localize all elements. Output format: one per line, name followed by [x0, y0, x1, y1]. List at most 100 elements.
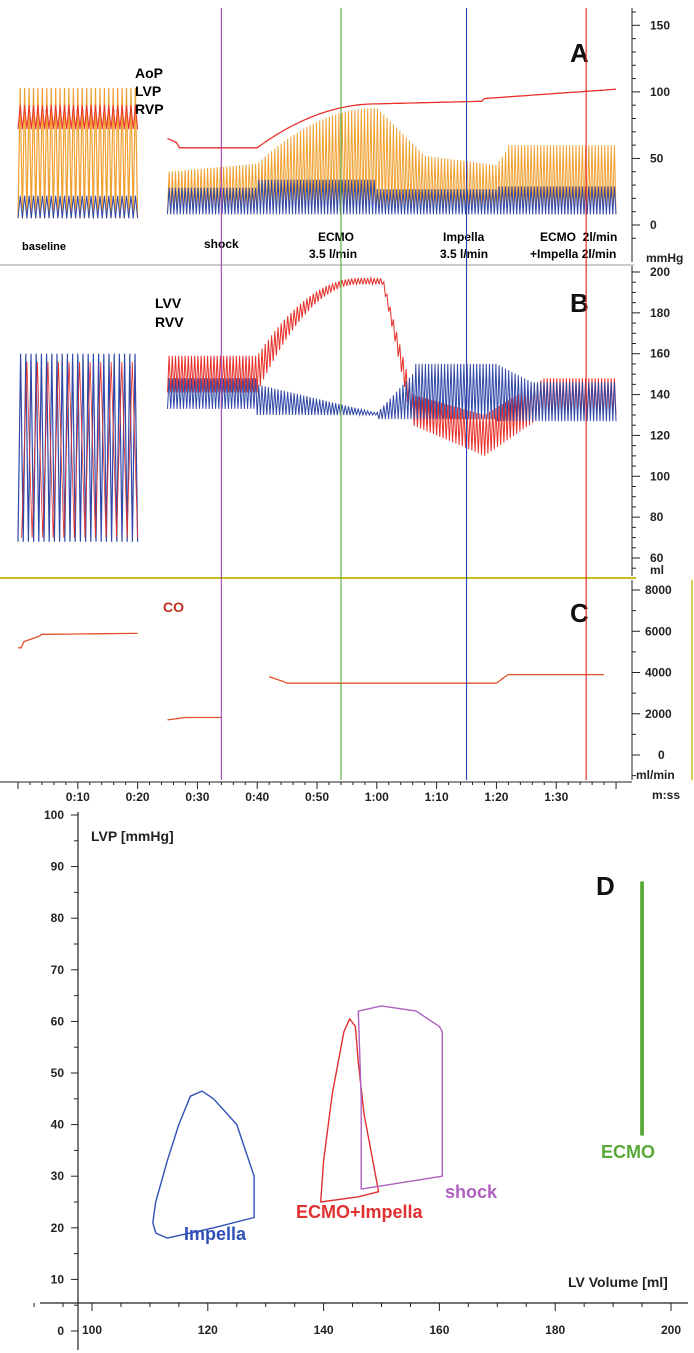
- y-tick-label: 20: [51, 1221, 65, 1235]
- time-axis-unit: m:ss: [652, 788, 680, 802]
- pv-loop-shock: [357, 1005, 443, 1190]
- annotation-combo-flow: +Impella 2l/min: [530, 247, 616, 261]
- annotation-impella: Impella: [443, 230, 485, 244]
- x-tick-label: 1:00: [365, 790, 389, 804]
- panel-d-axes: 0 10 20 30 40 50 60 70 80 90 100 100 120 140 160 180 200: [33, 808, 688, 1350]
- y-tick-label: 180: [650, 306, 670, 320]
- legend-lvp: LVP: [135, 83, 161, 99]
- panel-d-pv-loops: [152, 881, 644, 1239]
- aop-trace-baseline: [17, 105, 139, 130]
- y-tick-label: 80: [51, 911, 65, 925]
- legend-rvp: RVP: [135, 101, 164, 117]
- panel-d-ylabel: LVP [mmHg]: [91, 828, 174, 844]
- co-trace-ecmo: [268, 675, 497, 684]
- y-tick-label: 2000: [645, 707, 672, 721]
- y-tick-label: 50: [51, 1066, 65, 1080]
- y-tick-label: 80: [650, 510, 664, 524]
- panel-c-unit: ml/min: [636, 768, 675, 782]
- loop-label-shock: shock: [445, 1182, 498, 1202]
- y-tick-label: 0: [658, 748, 665, 762]
- lvv-trace-baseline: [21, 361, 138, 538]
- panel-d: 0 10 20 30 40 50 60 70 80 90 100 100 120 140 160 180 200…: [33, 808, 688, 1350]
- legend-lvv: LVV: [155, 295, 182, 311]
- annotation-baseline: baseline: [22, 241, 66, 253]
- x-tick-label: 1:20: [484, 790, 508, 804]
- panel-b-y-axis: 60 80 100 120 140 160 180 200: [631, 265, 670, 576]
- x-tick-label: 120: [198, 1323, 218, 1337]
- y-tick-label: 6000: [645, 624, 672, 638]
- y-tick-label: 30: [51, 1169, 65, 1183]
- y-tick-label: 120: [650, 428, 670, 442]
- y-tick-label: 4000: [645, 666, 672, 680]
- legend-aop: AoP: [135, 65, 163, 81]
- rvv-trace-baseline: [17, 353, 139, 542]
- y-tick-label: 10: [51, 1272, 65, 1286]
- y-tick-label: 60: [51, 1014, 65, 1028]
- x-tick-label: 160: [429, 1323, 449, 1337]
- panel-a: A AoP LVP RVP baseline shock ECMO 3.5 l/…: [17, 8, 683, 265]
- panel-b-unit: ml: [650, 563, 664, 577]
- annotation-combo: ECMO 2l/min: [540, 230, 617, 244]
- x-tick-label: 200: [661, 1323, 681, 1337]
- x-tick-label: 0:20: [126, 790, 150, 804]
- x-tick-label: 0:50: [305, 790, 329, 804]
- panel-a-letter: A: [570, 38, 589, 68]
- panel-b: B LVV RVV 60 80 100 120 140 160 180 200 ml: [17, 265, 670, 577]
- rvp-trace-baseline: [17, 195, 139, 219]
- y-tick-label: 8000: [645, 583, 672, 597]
- y-tick-label: 90: [51, 860, 65, 874]
- x-tick-label: 0:10: [66, 790, 90, 804]
- annotation-ecmo: ECMO: [318, 230, 354, 244]
- y-tick-label: 100: [44, 808, 64, 822]
- x-tick-label: 140: [314, 1323, 334, 1337]
- y-tick-label: 100: [650, 469, 670, 483]
- panel-c-traces: [18, 632, 605, 721]
- panel-a-y-axis: 0 50 100 150: [631, 8, 670, 262]
- y-tick-label: 50: [650, 151, 664, 165]
- lvp-trace-baseline: [17, 87, 139, 219]
- legend-rvv: RVV: [155, 314, 184, 330]
- y-tick-label: 100: [650, 85, 670, 99]
- x-tick-label: 1:30: [544, 790, 568, 804]
- y-tick-label: 0: [650, 218, 657, 232]
- x-tick-label: 100: [82, 1323, 102, 1337]
- panel-c: C CO 0 2000 4000 6000 8000 ml/min 0:10 0:20 0:…: [0, 580, 693, 804]
- y-tick-label: 140: [650, 388, 670, 402]
- panel-a-traces: [17, 87, 617, 219]
- lvv-trace: [167, 276, 617, 456]
- y-tick-label: 150: [650, 18, 670, 32]
- annotation-ecmo-flow: 3.5 l/min: [309, 247, 357, 261]
- panel-d-letter: D: [596, 871, 615, 901]
- lvp-trace: [167, 107, 617, 214]
- legend-co: CO: [163, 599, 184, 615]
- y-tick-label: 160: [650, 347, 670, 361]
- loop-label-ecmo: ECMO: [601, 1142, 655, 1162]
- event-markers: [220, 8, 587, 780]
- y-tick-label: 60: [650, 551, 664, 565]
- loop-label-impella: Impella: [184, 1224, 247, 1244]
- y-tick-label: 40: [51, 1118, 65, 1132]
- y-tick-label: 70: [51, 963, 65, 977]
- annotation-impella-flow: 3.5 l/min: [440, 247, 488, 261]
- y-tick-label: 0: [57, 1324, 64, 1338]
- pv-loop-ecmo-impella: [320, 1018, 380, 1203]
- panel-b-letter: B: [570, 288, 589, 318]
- rvv-trace: [167, 363, 617, 422]
- panel-d-xlabel: LV Volume [ml]: [568, 1274, 668, 1290]
- time-axis: 0:10 0:20 0:30 0:40 0:50 1:00 1:10 1:20 1:30: [0, 781, 632, 804]
- rvp-trace: [167, 179, 617, 215]
- loop-label-ecmo-impella: ECMO+Impella: [296, 1202, 424, 1222]
- panel-c-y-axis: 0 2000 4000 6000 8000: [631, 580, 693, 780]
- x-tick-label: 0:40: [245, 790, 269, 804]
- aop-trace: [167, 88, 617, 149]
- x-tick-label: 0:30: [185, 790, 209, 804]
- co-trace-impella: [496, 673, 605, 684]
- pv-loop-ecmo: [640, 881, 644, 1136]
- co-trace-baseline: [18, 632, 138, 649]
- panel-a-unit: mmHg: [646, 251, 683, 265]
- panel-c-letter: C: [570, 598, 589, 628]
- y-tick-label: 200: [650, 265, 670, 279]
- co-trace-shock: [167, 716, 222, 721]
- panel-b-traces: [17, 276, 617, 542]
